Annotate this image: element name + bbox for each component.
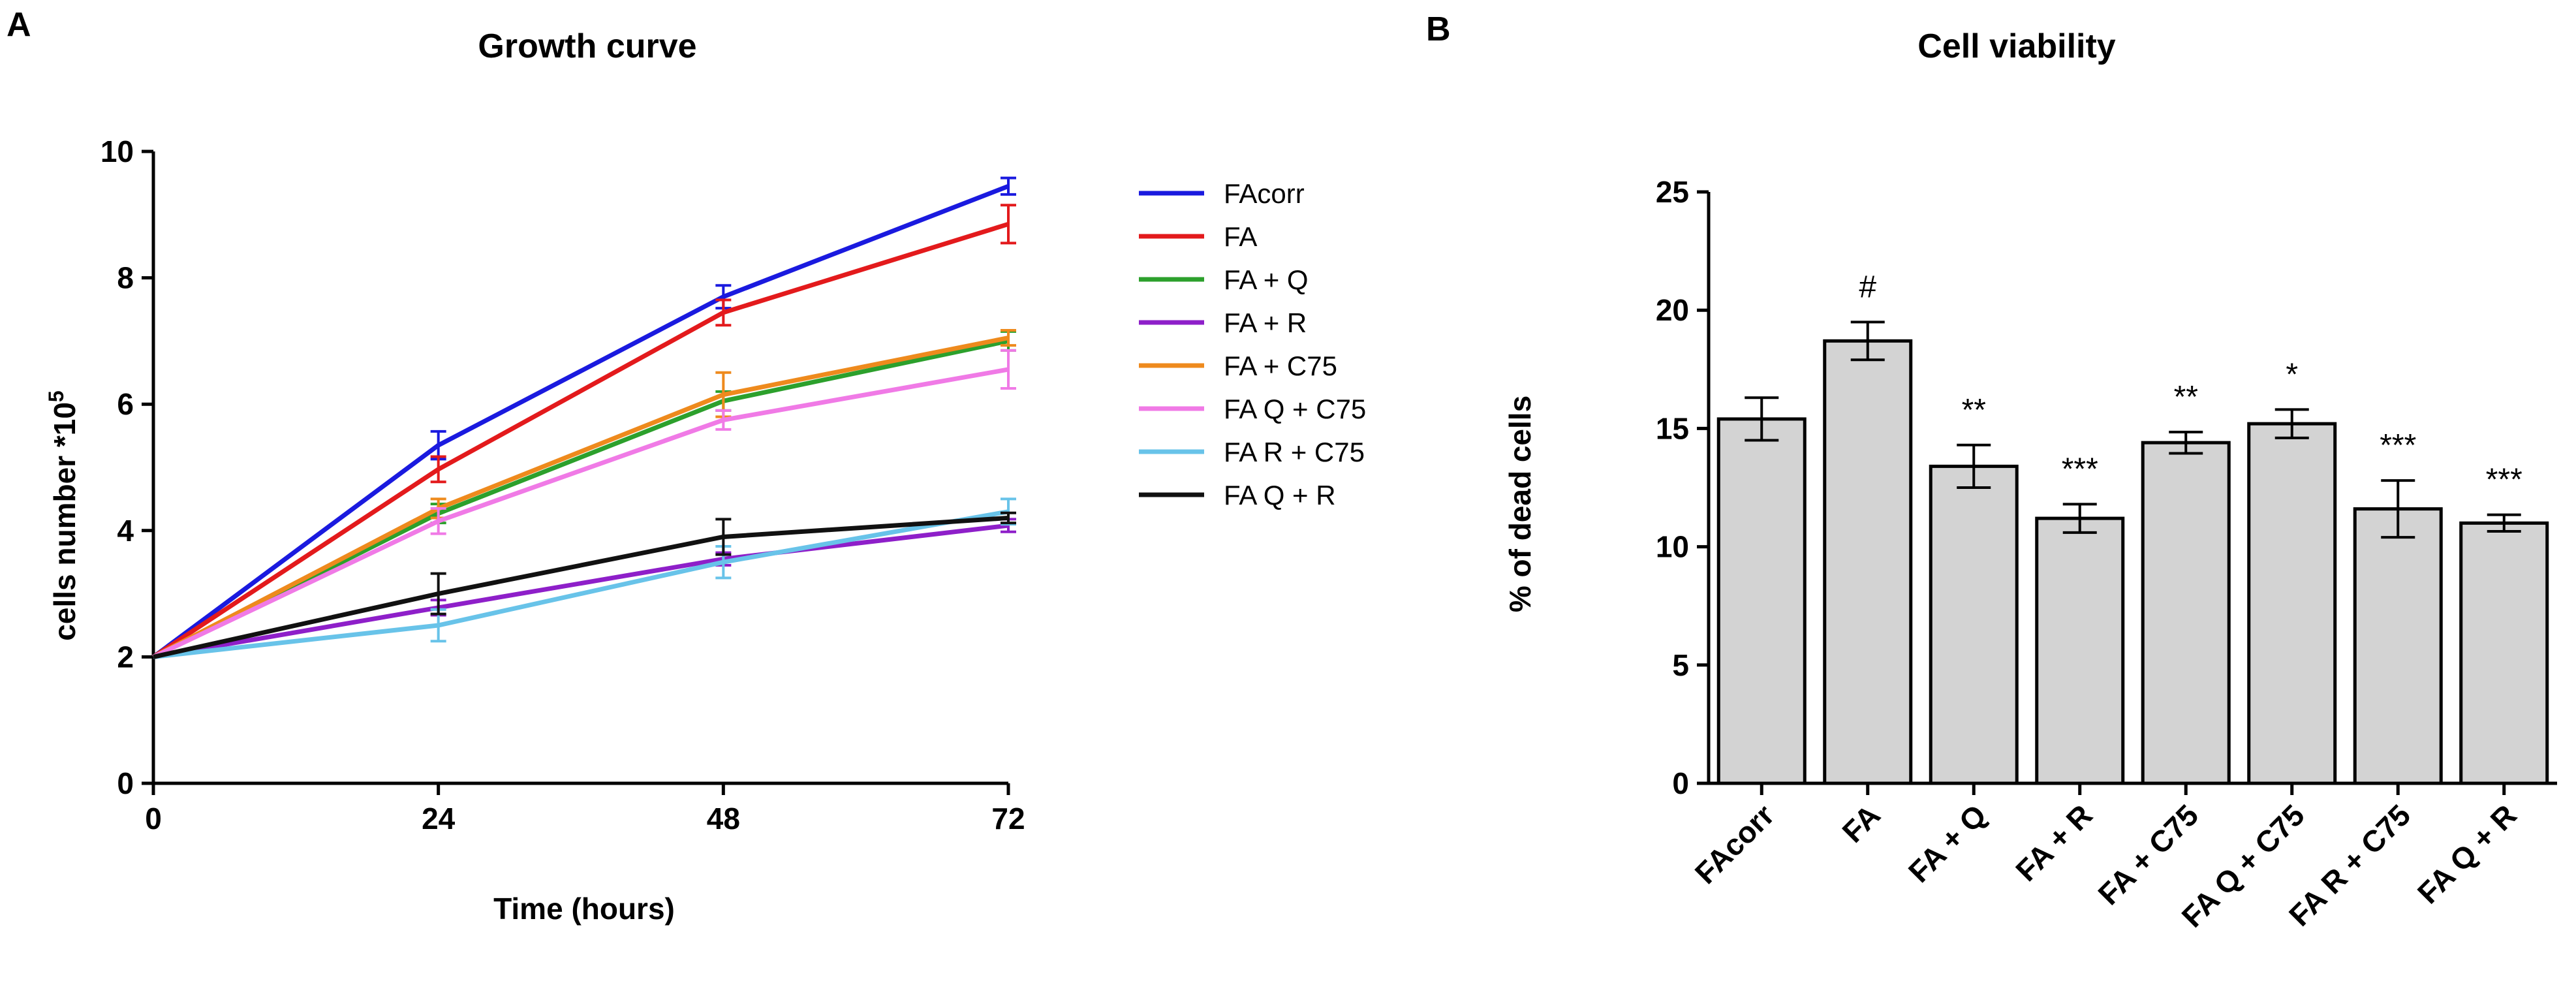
significance-marker-fa-r-c75: *** (2380, 428, 2416, 463)
series-line-fa-q-r (153, 515, 1009, 659)
error-bar-fa-c75 (1001, 328, 1016, 347)
error-bar-fa-q-c75 (715, 409, 732, 431)
bar-fa-r (2035, 516, 2125, 785)
category-label-fa-q-r: FA Q + R (2411, 798, 2523, 910)
error-bar-fa-q-c75 (1001, 349, 1016, 390)
significance-marker-fa: # (1859, 270, 1876, 304)
legend-label-fa-q-c75: FA Q + C75 (1224, 394, 1366, 424)
bar-error-fa-q-c75 (2274, 408, 2309, 439)
bar-fa-q-r (2459, 521, 2549, 785)
category-label-fa: FA (1835, 798, 1886, 849)
viability-y-tick-label: 15 (1656, 411, 1689, 445)
viability-y-tick-label: 25 (1656, 175, 1689, 209)
growth-x-tick-label: 48 (707, 802, 740, 836)
growth-y-axis-label: cells number *105 (44, 390, 82, 640)
bar-fa-c75 (2141, 441, 2231, 785)
legend-label-fa-r-c75: FA R + C75 (1224, 437, 1365, 467)
legend-label-fa-c75: FA + C75 (1224, 351, 1337, 381)
error-bar-fa-q-r (715, 518, 732, 556)
error-bar-fa-q-r (430, 572, 446, 616)
bar-error-fa-r (2062, 503, 2097, 534)
legend-label-facorr: FAcorr (1224, 178, 1305, 209)
viability-y-tick-label: 5 (1672, 648, 1689, 682)
growth-y-tick-label: 0 (117, 766, 134, 800)
growth-legend: FAcorr FA FA + Q FA + R FA + C75 FA Q + C75 FA… (1139, 178, 1366, 510)
bar-error-fa-c75 (2169, 430, 2203, 455)
bar-fa (1823, 339, 1913, 785)
bar-fa-q (1929, 464, 2019, 785)
bar-error-fa-q (1957, 443, 1991, 489)
significance-marker-fa-c75: ** (2174, 380, 2198, 414)
series-line-fa-c75 (152, 336, 1009, 659)
category-label-fa-q: FA + Q (1902, 798, 1993, 888)
growth-y-tick-label: 2 (117, 640, 134, 674)
series-line-fa (152, 221, 1010, 659)
growth-y-tick-label: 8 (117, 261, 134, 295)
growth-x-axis-label: Time (hours) (493, 892, 675, 926)
category-label-facorr: FAcorr (1688, 798, 1781, 890)
bar-error-fa (1850, 321, 1885, 362)
growth-chart-title: Growth curve (478, 27, 696, 65)
panel-b-letter: B (1426, 10, 1451, 48)
growth-x-tick-label: 72 (991, 802, 1025, 836)
legend-label-fa: FA (1224, 221, 1257, 252)
panel-a-letter: A (7, 6, 31, 44)
viability-y-axis-label: % of dead cells (1503, 396, 1537, 612)
growth-y-tick-label: 6 (117, 387, 134, 421)
series-line-fa-r (153, 523, 1009, 659)
category-label-fa-r: FA + R (2009, 798, 2099, 888)
viability-y-tick-label: 20 (1656, 293, 1689, 327)
significance-marker-fa-q: ** (1962, 393, 1986, 428)
bar-error-facorr (1745, 396, 1779, 442)
error-bar-fa-q-r (1001, 511, 1016, 525)
growth-y-tick-label: 10 (101, 134, 134, 168)
legend-label-fa-r: FA + R (1224, 307, 1307, 338)
series-line-fa-r-c75 (153, 509, 1009, 659)
viability-y-tick-label: 0 (1672, 766, 1689, 800)
error-bar-fa (430, 455, 446, 484)
series-line-fa-q-c75 (152, 367, 1009, 659)
error-bar-facorr (1001, 176, 1016, 196)
series-line-facorr (151, 183, 1010, 659)
viability-chart-title: Cell viability (1917, 27, 2116, 65)
error-bar-fa (1001, 204, 1016, 245)
bar-error-fa-r-c75 (2381, 479, 2415, 539)
category-label-fa-c75: FA + C75 (2091, 798, 2205, 911)
legend-label-fa-q-r: FA Q + R (1224, 480, 1336, 510)
growth-x-tick-label: 0 (145, 802, 162, 836)
bar-error-fa-q-r (2487, 513, 2521, 533)
bar-facorr (1716, 417, 1807, 785)
significance-marker-fa-q-c75: * (2286, 357, 2298, 392)
error-bar-facorr (430, 430, 446, 461)
bar-fa-r-c75 (2353, 507, 2443, 785)
growth-x-tick-label: 24 (422, 802, 456, 836)
growth-y-tick-label: 4 (117, 514, 134, 548)
error-bar-fa (715, 298, 732, 327)
error-bar-fa-q-c75 (430, 507, 446, 535)
bar-fa-q-c75 (2247, 422, 2337, 785)
legend-label-fa-q: FA + Q (1224, 264, 1309, 295)
viability-y-tick-label: 10 (1656, 530, 1689, 564)
significance-marker-fa-r: *** (2062, 452, 2098, 486)
significance-marker-fa-q-r: *** (2486, 463, 2522, 497)
